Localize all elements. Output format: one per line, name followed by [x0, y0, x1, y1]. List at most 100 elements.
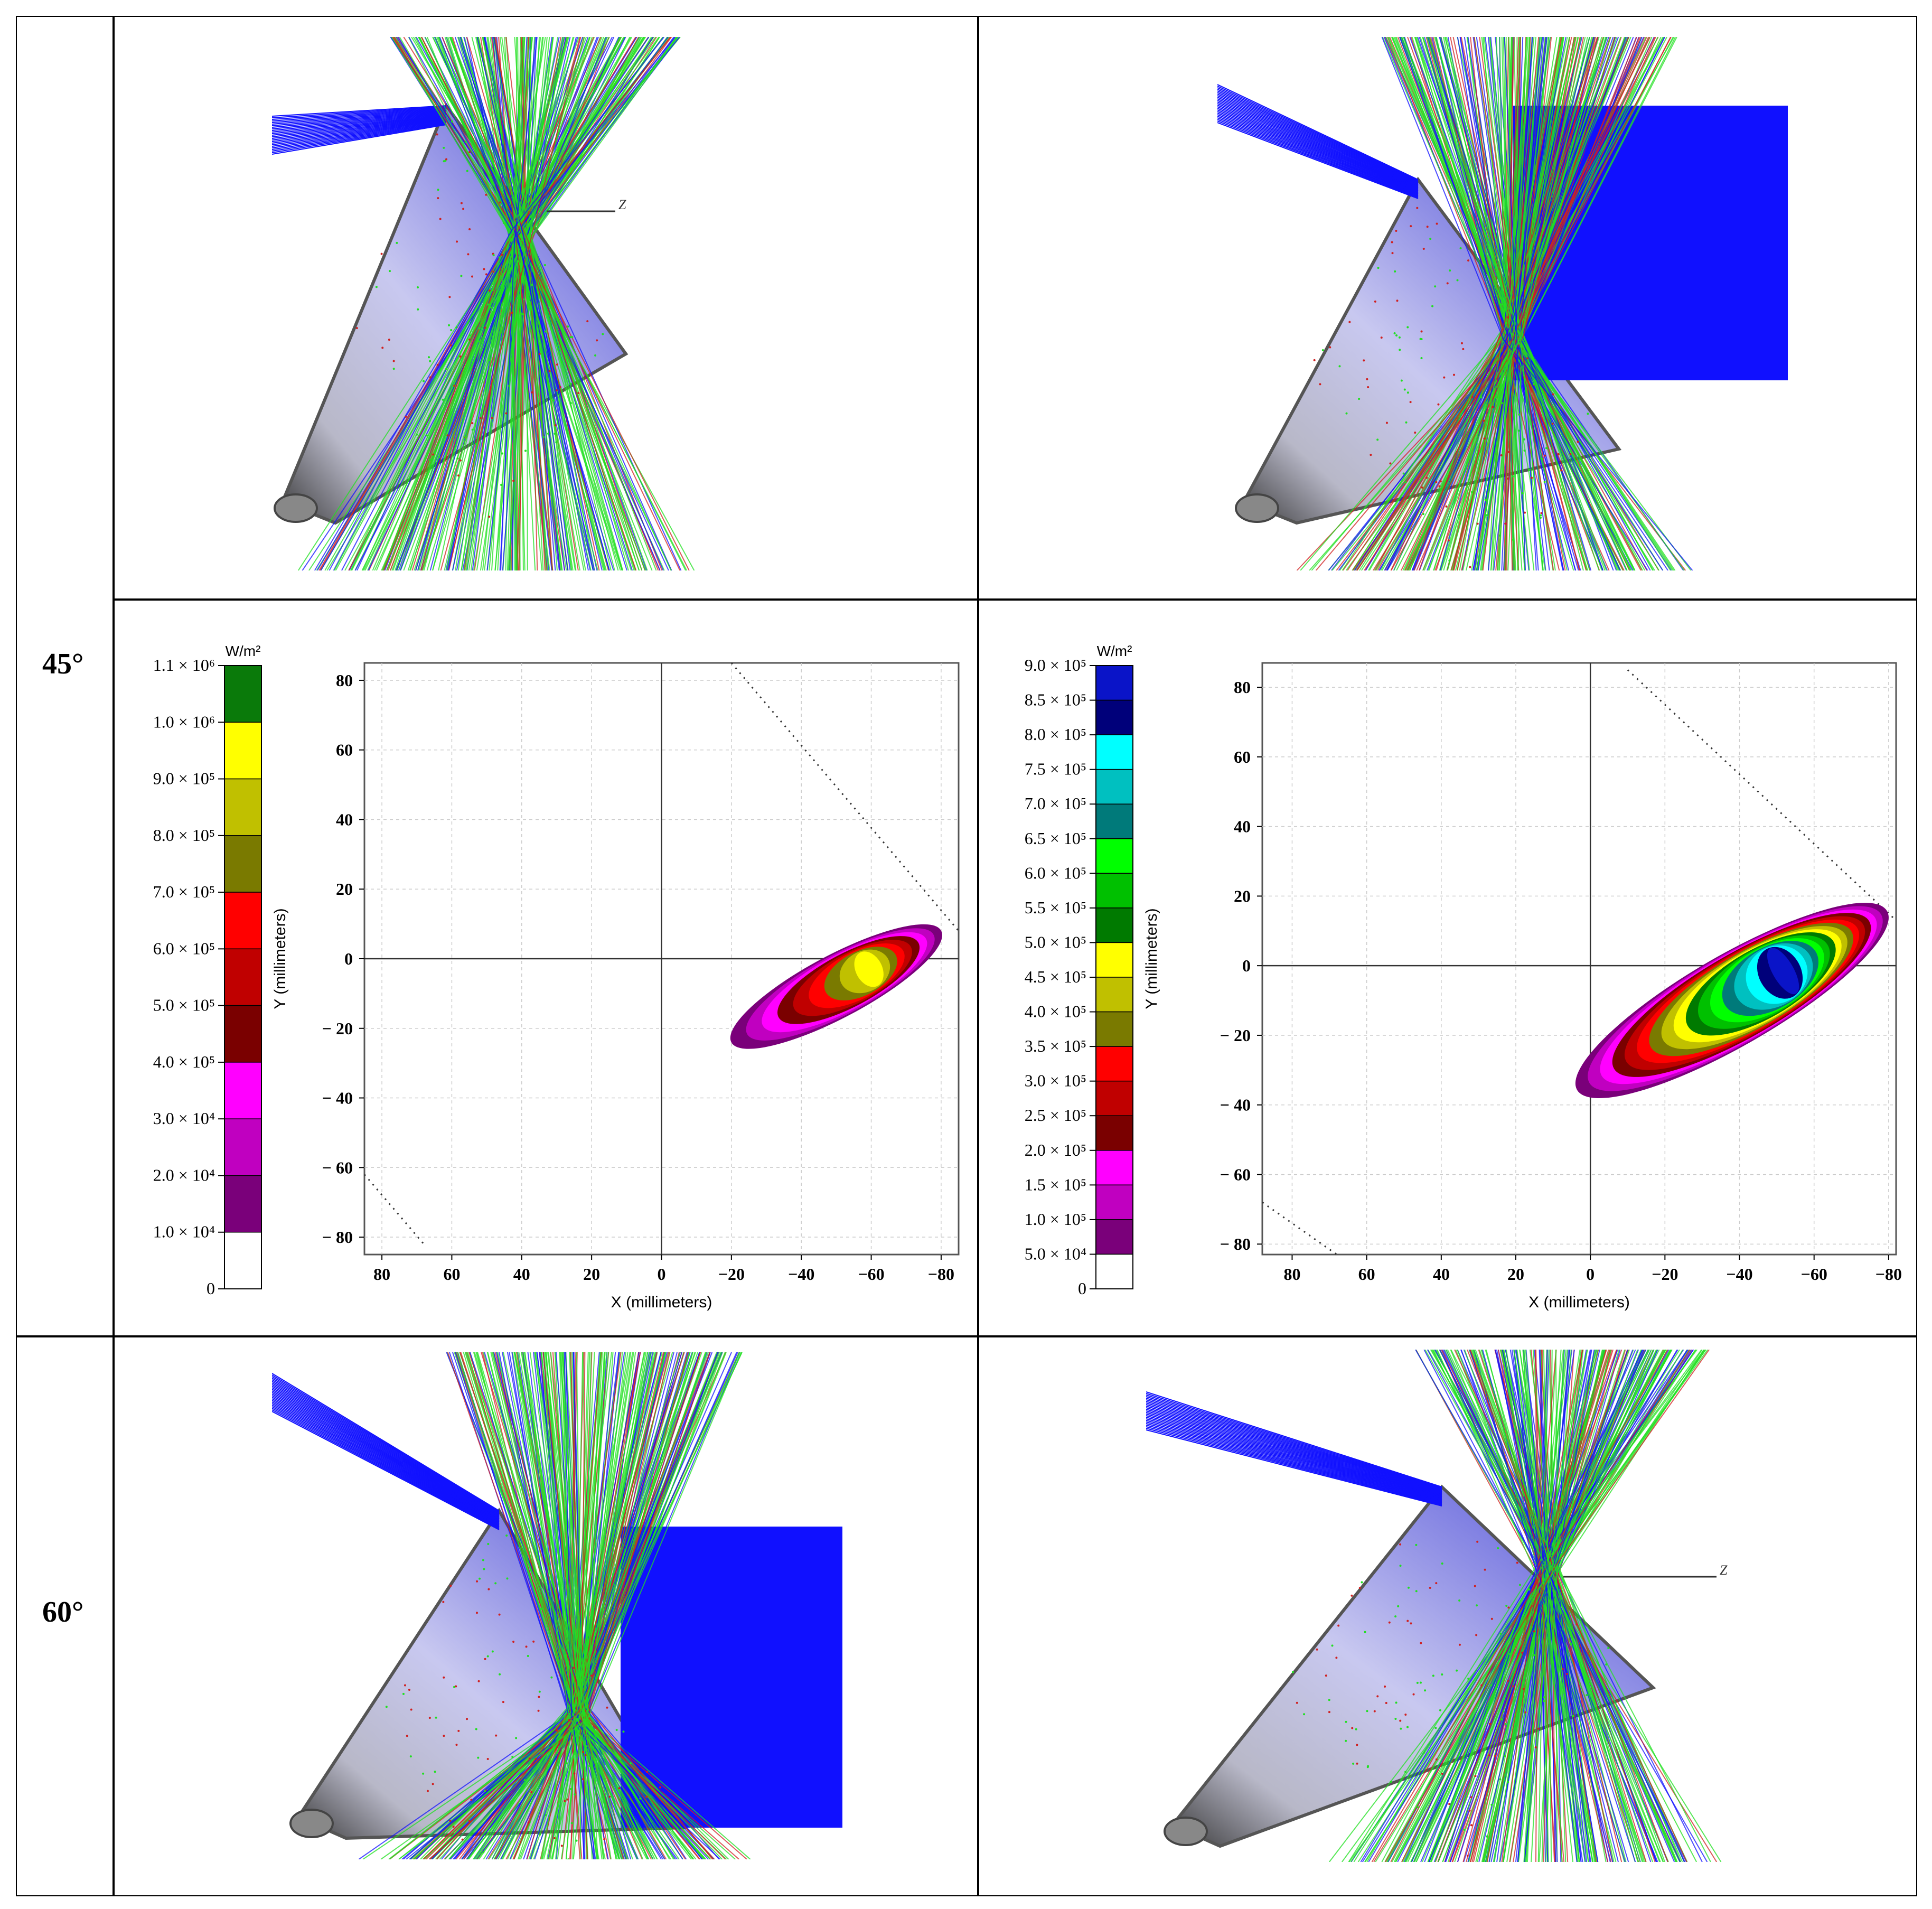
ray-hit — [512, 1640, 515, 1643]
ray-hit — [392, 360, 395, 362]
ray-line — [1413, 37, 1598, 570]
ray-hit — [471, 422, 474, 425]
ray-hit — [508, 385, 511, 387]
y-tick-label: − 80 — [322, 1228, 353, 1247]
ray-hit — [1566, 1673, 1569, 1676]
ray-hit — [499, 1673, 501, 1676]
ray-hit — [494, 1582, 497, 1585]
ray-hit — [1367, 1765, 1370, 1767]
ray-hit — [468, 228, 471, 230]
ray-hit — [527, 1821, 530, 1824]
y-tick-label: − 40 — [1220, 1096, 1251, 1115]
ray-hit — [410, 1708, 412, 1711]
colorbar-swatch — [1095, 1253, 1133, 1289]
ray-line — [1217, 92, 1419, 184]
ray-line — [1146, 1426, 1442, 1505]
ray-line — [272, 116, 447, 139]
ray-hit — [1391, 241, 1393, 244]
ray-hit — [471, 275, 474, 278]
ray-hit — [1459, 247, 1462, 250]
ray-line — [1217, 95, 1419, 186]
ray-hit — [1467, 259, 1470, 262]
ray-hit — [1429, 238, 1432, 240]
ray-hit — [1402, 472, 1405, 475]
ray-line — [1146, 1414, 1442, 1499]
ray-hit — [1394, 1615, 1397, 1618]
ray-hit — [1390, 1781, 1392, 1783]
ray-line — [1525, 1350, 1578, 1862]
ray-hit — [1544, 454, 1546, 457]
ray-line — [1484, 37, 1544, 570]
ray-line — [459, 37, 595, 570]
ray-hit — [456, 457, 459, 460]
ray-hit — [476, 1580, 479, 1583]
figure-table: 45° 60° Z Z W/m² 1.1 × 10⁶ 1.0 × 10⁶ 9.0 × … — [16, 16, 1917, 1896]
ray-line — [1532, 1350, 1563, 1862]
ray-hit — [416, 433, 418, 436]
ray-hit — [500, 483, 503, 486]
ray-hit — [1484, 1568, 1486, 1571]
ray-hit — [1495, 396, 1497, 399]
y-tick-label: 0 — [1242, 956, 1251, 975]
ray-hit — [1329, 346, 1331, 349]
ray-hit — [567, 1858, 570, 1859]
ray-hit — [1500, 1718, 1503, 1721]
ray-line — [1146, 1428, 1442, 1506]
x-tick-label: −40 — [788, 1265, 814, 1284]
cone-tip — [289, 1809, 334, 1838]
ray-hit — [1471, 396, 1474, 399]
ray-hit — [448, 296, 451, 298]
ray-hit — [1543, 481, 1546, 483]
ray-line — [1217, 98, 1419, 188]
x-tick-label: 0 — [658, 1265, 666, 1284]
ray-hit — [1545, 447, 1548, 450]
ray-hit — [584, 1754, 587, 1756]
ray-line — [1146, 1396, 1442, 1490]
ray-hit — [1524, 1711, 1527, 1714]
ray-hit — [1422, 513, 1424, 516]
colorbar-swatch — [1095, 665, 1133, 701]
ray-line — [1427, 1350, 1657, 1862]
ray-hit — [457, 474, 459, 477]
ray-hit — [389, 270, 391, 273]
ray-line — [1146, 1398, 1442, 1491]
colorbar-swatch — [1095, 734, 1133, 770]
x-tick-label: 20 — [1507, 1265, 1524, 1284]
ray-hit — [1406, 326, 1409, 329]
ray-hit — [532, 1640, 535, 1643]
ray-hit — [1415, 1543, 1418, 1546]
ray-hit — [525, 1645, 528, 1648]
ray-hit — [1552, 393, 1554, 396]
ray-line — [560, 1352, 603, 1859]
ray-hit — [569, 382, 572, 385]
ray-hit — [618, 1787, 621, 1790]
colorbar-tick-label: 1.0 × 10⁶ — [153, 712, 215, 731]
ray-hit — [455, 1685, 457, 1688]
ray-line — [1217, 109, 1419, 193]
ray-hit — [1572, 1715, 1574, 1717]
ray-hit — [1488, 1754, 1490, 1757]
ray-hit — [482, 1559, 484, 1561]
ray-hit — [1468, 1809, 1471, 1812]
ray-hit — [1395, 1701, 1398, 1704]
ray-line — [471, 37, 580, 570]
ray-line — [1146, 1415, 1442, 1500]
ray-line — [272, 1405, 500, 1527]
ray-hit — [1352, 1762, 1355, 1765]
ray-line — [395, 37, 644, 570]
ray-hit — [1504, 522, 1507, 525]
ray-hit — [553, 1837, 556, 1839]
ray-line — [401, 1352, 718, 1859]
ray-hit — [417, 308, 419, 311]
ray-hit — [1420, 357, 1423, 360]
colorbar-tick-label: 5.0 × 10⁴ — [1025, 1244, 1086, 1263]
ray-line — [1479, 1350, 1639, 1862]
ray-hit — [1416, 1681, 1419, 1684]
ray-line — [272, 1381, 500, 1515]
ray-hit — [1456, 1669, 1458, 1672]
ray-hit — [531, 391, 533, 394]
ray-hit — [1577, 441, 1579, 443]
ray-hit — [388, 339, 390, 341]
ray-line — [1217, 105, 1419, 191]
colorbar-swatch — [224, 948, 262, 1006]
